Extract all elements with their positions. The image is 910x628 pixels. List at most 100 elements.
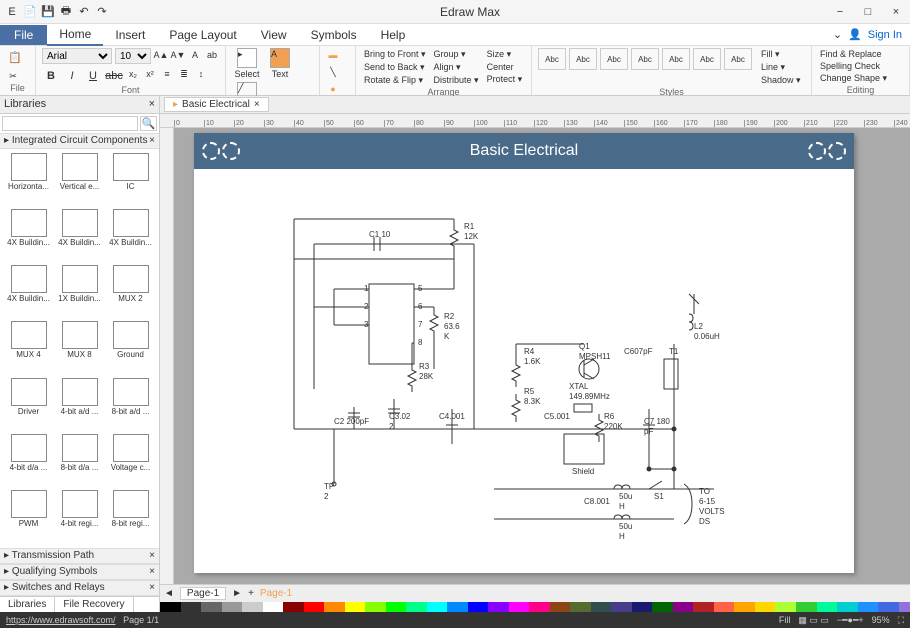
style-swatch[interactable]: Abc [631, 48, 659, 70]
sub-button[interactable]: x₂ [126, 67, 140, 81]
color-swatch[interactable] [693, 602, 714, 612]
color-swatch[interactable] [796, 602, 817, 612]
library-item[interactable]: 4X Buildin... [4, 209, 53, 263]
color-swatch[interactable] [222, 602, 243, 612]
color-swatch[interactable] [652, 602, 673, 612]
color-swatch[interactable] [755, 602, 776, 612]
color-swatch[interactable] [488, 602, 509, 612]
color-swatch[interactable] [324, 602, 345, 612]
style-swatch[interactable]: Abc [569, 48, 597, 70]
library-item[interactable]: IC [106, 153, 155, 207]
color-swatch[interactable] [201, 602, 222, 612]
color-swatch[interactable] [570, 602, 591, 612]
color-swatch[interactable] [529, 602, 550, 612]
text-tool[interactable]: AText [265, 48, 295, 79]
sign-in-link[interactable]: Sign In [868, 29, 902, 41]
color-swatch[interactable] [837, 602, 858, 612]
tab-view[interactable]: View [249, 25, 299, 45]
color-swatch[interactable] [160, 602, 181, 612]
minimize-button[interactable]: − [830, 6, 850, 18]
color-swatch[interactable] [304, 602, 325, 612]
color-swatch[interactable] [550, 602, 571, 612]
color-swatch[interactable] [283, 602, 304, 612]
color-swatch[interactable] [509, 602, 530, 612]
shadow-button[interactable]: Shadow ▾ [759, 74, 803, 87]
font-decrease-icon[interactable]: A▼ [171, 48, 185, 62]
shape-line-icon[interactable]: ╲ [326, 65, 340, 79]
font-color-icon[interactable]: A [188, 48, 202, 62]
style-gallery[interactable]: AbcAbcAbcAbcAbcAbcAbc [538, 48, 752, 70]
color-bar[interactable] [160, 602, 910, 612]
color-swatch[interactable] [181, 602, 202, 612]
undo-icon[interactable]: ↶ [76, 4, 92, 20]
category-qualifying[interactable]: ▸ Qualifying Symbols× [0, 564, 159, 580]
print-icon[interactable]: 🖶 [58, 4, 74, 20]
bring-front-button[interactable]: Bring to Front ▾ [362, 48, 428, 61]
library-item[interactable]: Horizonta... [4, 153, 53, 207]
library-item[interactable]: 4-bit regi... [55, 490, 104, 544]
close-libraries-icon[interactable]: × [149, 98, 155, 111]
font-family-select[interactable]: Arial [42, 48, 112, 64]
page-nav-next[interactable]: ► [232, 588, 242, 599]
color-swatch[interactable] [611, 602, 632, 612]
new-icon[interactable]: 📄 [22, 4, 38, 20]
library-item[interactable]: 4X Buildin... [106, 209, 155, 263]
shape-rect-icon[interactable]: ▬ [326, 48, 340, 62]
library-item[interactable]: Voltage c... [106, 434, 155, 488]
library-item[interactable]: 4-bit d/a ... [4, 434, 53, 488]
page-tab-1[interactable]: Page-1 [180, 587, 226, 600]
page-tab-2[interactable]: Page-1 [260, 588, 292, 599]
spacing-icon[interactable]: ↕ [194, 67, 208, 81]
library-item[interactable]: 4-bit a/d ... [55, 378, 104, 432]
category-transmission[interactable]: ▸ Transmission Path× [0, 548, 159, 564]
color-swatch[interactable] [447, 602, 468, 612]
tab-libraries[interactable]: Libraries [0, 597, 55, 612]
library-item[interactable]: Vertical e... [55, 153, 104, 207]
protect-button[interactable]: Protect ▾ [485, 73, 525, 86]
collapse-ribbon-icon[interactable]: ⌄ [833, 28, 842, 41]
library-item[interactable]: MUX 8 [55, 321, 104, 375]
file-menu[interactable]: File [0, 25, 47, 45]
library-search-input[interactable] [2, 116, 138, 131]
color-swatch[interactable] [775, 602, 796, 612]
drawing-page[interactable]: Basic Electrical 1 2 3 5 6 7 8 [194, 133, 854, 573]
style-swatch[interactable]: Abc [662, 48, 690, 70]
bold-button[interactable]: B [42, 67, 60, 85]
color-swatch[interactable] [468, 602, 489, 612]
page-nav-prev[interactable]: ◄ [164, 588, 174, 599]
color-swatch[interactable] [899, 602, 910, 612]
rotate-flip-button[interactable]: Rotate & Flip ▾ [362, 74, 428, 87]
select-tool[interactable]: ▸Select [232, 48, 262, 79]
redo-icon[interactable]: ↷ [94, 4, 110, 20]
style-swatch[interactable]: Abc [693, 48, 721, 70]
find-replace-button[interactable]: Find & Replace [818, 48, 884, 60]
color-swatch[interactable] [386, 602, 407, 612]
tab-page-layout[interactable]: Page Layout [157, 25, 248, 45]
circuit-diagram[interactable]: 1 2 3 5 6 7 8 [194, 169, 854, 573]
color-swatch[interactable] [242, 602, 263, 612]
color-swatch[interactable] [734, 602, 755, 612]
tab-file-recovery[interactable]: File Recovery [55, 597, 133, 612]
font-increase-icon[interactable]: A▲ [154, 48, 168, 62]
color-swatch[interactable] [858, 602, 879, 612]
color-swatch[interactable] [817, 602, 838, 612]
style-swatch[interactable]: Abc [724, 48, 752, 70]
italic-button[interactable]: I [63, 67, 81, 85]
library-item[interactable]: PWM [4, 490, 53, 544]
align-icon[interactable]: ≣ [177, 67, 191, 81]
library-item[interactable]: Driver [4, 378, 53, 432]
library-item[interactable]: 4X Buildin... [4, 265, 53, 319]
line-button[interactable]: Line ▾ [759, 61, 803, 74]
save-icon[interactable]: 💾 [40, 4, 56, 20]
font-size-select[interactable]: 10 [115, 48, 151, 64]
distribute-button[interactable]: Distribute ▾ [432, 74, 481, 87]
fill-button[interactable]: Fill ▾ [759, 48, 803, 61]
library-item[interactable]: 1X Buildin... [55, 265, 104, 319]
color-swatch[interactable] [345, 602, 366, 612]
strike-button[interactable]: abc [105, 67, 123, 85]
group-button[interactable]: Group ▾ [432, 48, 481, 61]
send-back-button[interactable]: Send to Back ▾ [362, 61, 428, 74]
style-swatch[interactable]: Abc [600, 48, 628, 70]
library-item[interactable]: 8-bit d/a ... [55, 434, 104, 488]
color-swatch[interactable] [714, 602, 735, 612]
